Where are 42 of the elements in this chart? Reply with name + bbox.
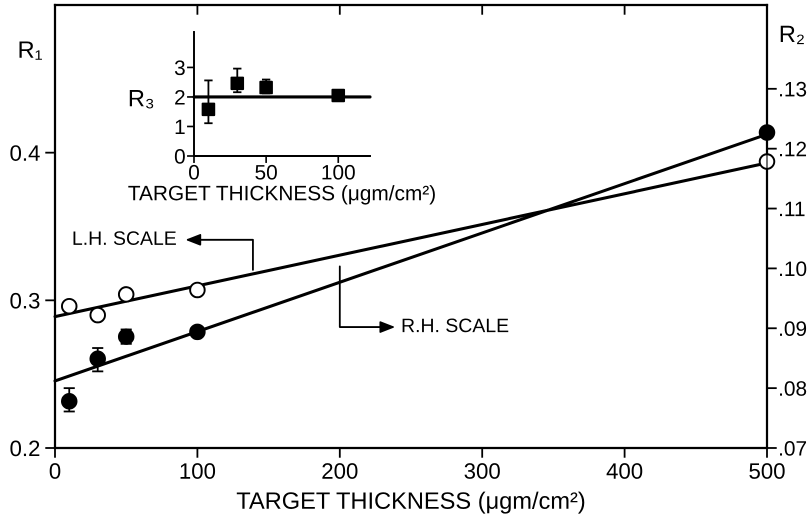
point [758,153,776,170]
x-tick-label: 100 [180,463,216,479]
y2-axis-title: R₂ [780,26,804,44]
y2-tick-label: .07 [780,441,806,456]
y-tick-label: 0.3 [10,292,40,309]
y-tick-label: 0.2 [10,440,40,456]
point [202,102,216,116]
annotation: L.H. SCALE [74,231,176,246]
point [60,393,78,410]
y-tick-label: 0.4 [10,145,40,161]
point [118,286,134,303]
y2-tick-label: .11 [780,202,805,216]
y2-tick-label: .09 [780,321,806,336]
x-tick-label: 200 [322,463,358,479]
y-tick-label: 0 [174,149,185,164]
y2-tick-label: .13 [780,82,806,97]
y2-tick-label: .10 [780,261,806,276]
y-tick-label: 2 [175,90,185,104]
point [189,324,206,340]
y2-tick-label: .12 [780,142,806,156]
x-axis-title: TARGET THICKNESS (μgm/cm²) [236,492,584,514]
point [230,76,244,90]
point [331,88,346,102]
x-tick-label: 50 [255,164,277,180]
x-tick-label: 0 [189,164,199,180]
y2-tick-label: .08 [780,381,806,396]
point [189,282,206,298]
point [89,306,106,324]
point [89,350,106,368]
y-tick-label: 3 [174,60,185,76]
y-axis-title: R₁ [20,41,42,60]
annotation: R.H. SCALE [402,318,508,332]
x-tick-label: 100 [322,164,355,180]
y-axis-title: R₃ [130,90,154,108]
x-tick-label: 0 [50,463,60,479]
x-tick-label: 400 [606,463,642,479]
point [60,298,78,314]
x-axis-title: TARGET THICKNESS (μgm/cm²) [128,185,435,205]
point [758,124,776,141]
x-tick-label: 300 [464,463,500,479]
x-tick-label: 500 [749,463,785,479]
y-tick-label: 1 [176,120,185,134]
